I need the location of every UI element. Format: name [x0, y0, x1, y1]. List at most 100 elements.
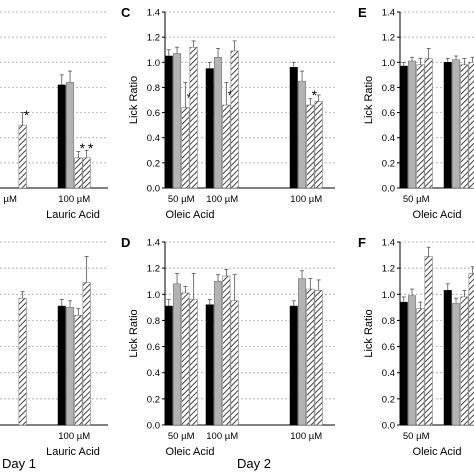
y-tick-label: 0.8: [382, 83, 395, 94]
panel-e: 0.0 0.2 0.4 0.6 0.8 1.0 1.2 1.4 Lick Ratio E 50 µM…: [358, 5, 474, 221]
y-tick-label: 0.6: [147, 342, 160, 353]
x-tick-label: 50 µM: [168, 431, 195, 442]
y-tick-label: 1.4: [147, 238, 160, 249]
y-axis-label: Lick Ratio: [128, 309, 140, 357]
bar: [164, 305, 173, 426]
bar: [164, 55, 173, 189]
x-tick-label: 100 µM: [58, 194, 90, 205]
y-tick-label: 1.2: [147, 33, 160, 44]
bar: [82, 282, 91, 426]
y-axis-label: Lick Ratio: [128, 76, 140, 124]
bar: [82, 157, 91, 189]
panel-letter: E: [358, 5, 367, 20]
bar: [205, 68, 214, 189]
y-tick-label: 0.8: [147, 316, 160, 327]
day2-label: Day 2: [237, 456, 271, 471]
x-tick-label: 100 µM: [206, 194, 238, 205]
bar: [18, 124, 27, 189]
panel-letter: D: [121, 235, 130, 250]
x-tick-label: 50 µM: [403, 194, 430, 205]
bar: [306, 288, 315, 426]
y-tick-label: 0.2: [382, 394, 395, 405]
x-axis-title: Oleic Acid: [413, 209, 462, 221]
x-tick-label: 100 µM: [290, 194, 322, 205]
bar: [416, 308, 425, 426]
y-tick-label: 1.0: [147, 290, 160, 301]
bar: [408, 60, 417, 189]
day1-label: Day 1: [2, 456, 36, 471]
y-tick-label: 1.4: [382, 238, 395, 249]
y-tick-label: 0.6: [382, 342, 395, 353]
y-tick-label: 0.0: [382, 421, 395, 432]
bar: [18, 297, 27, 426]
bar: [214, 280, 223, 426]
bar: [289, 305, 298, 426]
significance-star: *: [187, 90, 193, 106]
panel-d: 0.0 0.2 0.4 0.6 0.8 1.0 1.2 1.4 Lick Ratio D 50 µM…: [121, 235, 335, 458]
y-tick-label: 0.2: [147, 158, 160, 169]
bar: [314, 101, 323, 189]
y-tick-label: 0.0: [382, 184, 395, 195]
bar: [306, 104, 315, 189]
y-tick-label: 0.2: [147, 394, 160, 405]
y-tick-label: 1.2: [382, 33, 395, 44]
y-tick-label: 0.6: [382, 108, 395, 119]
y-tick-label: 0.8: [382, 316, 395, 327]
bar: [173, 283, 182, 426]
bar: [468, 62, 474, 189]
y-axis-label: Lick Ratio: [363, 76, 375, 124]
bar: [298, 80, 307, 189]
bar: [74, 314, 83, 426]
x-tick-label: 100 µM: [58, 431, 90, 442]
x-axis-title: Oleic Acid: [166, 446, 215, 458]
y-tick-label: 1.4: [147, 8, 160, 19]
y-tick-label: 1.2: [382, 264, 395, 275]
bar: [424, 58, 433, 189]
bar: [57, 84, 66, 189]
bar: [289, 67, 298, 189]
bar: [189, 299, 198, 426]
bar: [452, 303, 461, 426]
bar: [298, 278, 307, 426]
y-tick-label: 0.4: [147, 133, 160, 144]
bar: [314, 290, 323, 426]
y-tick-label: 0.4: [147, 368, 160, 379]
x-tick-label: 50 µM: [403, 431, 430, 442]
y-tick-label: 0.8: [147, 83, 160, 94]
bar: [460, 296, 469, 426]
significance-star: *: [80, 140, 86, 156]
x-axis-title: Oleic Acid: [166, 209, 215, 221]
y-tick-label: 0.4: [382, 133, 395, 144]
bar: [66, 82, 75, 189]
x-tick-label: 100 µM: [206, 431, 238, 442]
bar: [66, 307, 75, 426]
bar: [173, 53, 182, 189]
x-tick-label: µM: [4, 194, 17, 205]
x-axis-title: Lauric Acid: [46, 446, 100, 458]
bar: [468, 273, 474, 426]
bar: [408, 295, 417, 426]
bar: [230, 50, 239, 189]
bar: [399, 65, 408, 189]
y-tick-label: 1.0: [147, 58, 160, 69]
bar: [399, 301, 408, 426]
bar: [57, 305, 66, 426]
bar: [452, 59, 461, 189]
significance-star: *: [88, 140, 94, 156]
x-axis-title: Lauric Acid: [46, 209, 100, 221]
significance-star: *: [312, 87, 318, 103]
y-tick-label: 0.2: [382, 158, 395, 169]
bar: [189, 46, 198, 189]
panel-letter: F: [358, 235, 366, 250]
y-tick-label: 0.6: [147, 108, 160, 119]
y-tick-label: 0.0: [147, 184, 160, 195]
bar: [416, 64, 425, 189]
panel-f: 0.0 0.2 0.4 0.6 0.8 1.0 1.2 1.4 Lick Ratio F 50 µM…: [358, 235, 474, 458]
x-axis-title: Oleic Acid: [413, 446, 462, 458]
significance-star: *: [228, 87, 234, 103]
significance-star: *: [24, 107, 30, 123]
bar: [222, 275, 231, 426]
y-tick-label: 1.0: [382, 290, 395, 301]
